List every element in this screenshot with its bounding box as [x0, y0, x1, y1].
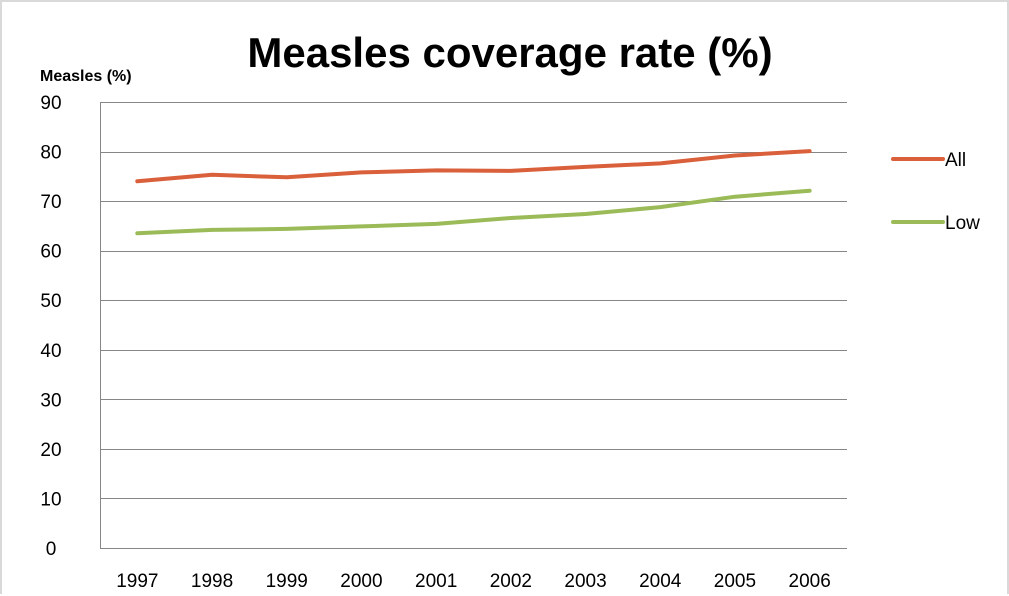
- y-axis-ticks: 0 10 20 30 40 50 60 70 80 90: [40, 93, 61, 560]
- legend-label-low: Low: [945, 213, 980, 234]
- x-tick-label-1997: 1997: [116, 571, 158, 592]
- y-tick-label-40: 40: [40, 341, 61, 362]
- x-tick-label-2004: 2004: [639, 571, 682, 592]
- y-tick-label-60: 60: [40, 242, 61, 263]
- y-tick-label-20: 20: [40, 440, 61, 461]
- x-axis-ticks: 1997 1998 1999 2000 2001 2002 2003 2004 2005 2006: [116, 571, 831, 592]
- x-tick-label-2001: 2001: [415, 571, 457, 592]
- y-tick-label-80: 80: [40, 143, 61, 164]
- y-axis-label: Measles (%): [40, 68, 132, 85]
- y-tick-label-0: 0: [46, 539, 57, 560]
- series-lines: [135, 149, 812, 236]
- x-tick-label-1999: 1999: [266, 571, 308, 592]
- series-line-low: [135, 188, 812, 236]
- x-tick-label-2005: 2005: [714, 571, 756, 592]
- gridlines: [100, 102, 847, 549]
- y-tick-label-30: 30: [40, 390, 61, 411]
- x-tick-label-2002: 2002: [490, 571, 532, 592]
- series-line-all: [135, 149, 812, 184]
- legend-label-all: All: [945, 150, 966, 171]
- legend: All Low: [891, 150, 980, 234]
- x-tick-label-2006: 2006: [789, 571, 831, 592]
- chart-title: Measles coverage rate (%): [247, 29, 772, 76]
- x-tick-label-1998: 1998: [191, 571, 233, 592]
- x-tick-label-2003: 2003: [564, 571, 606, 592]
- y-tick-label-90: 90: [40, 93, 61, 114]
- x-tick-label-2000: 2000: [340, 571, 382, 592]
- y-tick-label-50: 50: [40, 291, 61, 312]
- y-tick-label-10: 10: [40, 489, 61, 510]
- y-tick-label-70: 70: [40, 192, 61, 213]
